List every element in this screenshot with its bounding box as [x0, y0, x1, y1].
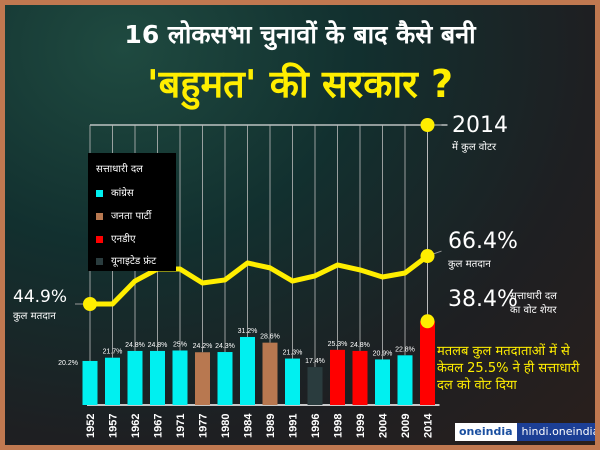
share-label-2: का वोट शेयर	[510, 305, 557, 316]
bar-1989	[262, 342, 278, 405]
legend-label: जनता पार्टी	[111, 211, 152, 222]
chart: 20.2% 1952 21.7% 1957 24.8% 1962 24.8% 1967 25% 1…	[58, 118, 448, 438]
turnout-end-value: 66.4%	[448, 229, 518, 254]
bar-2014	[420, 321, 435, 405]
bar-1957	[105, 357, 120, 405]
bar-1962	[127, 350, 143, 405]
voters-dot	[420, 118, 435, 132]
turnout-end-dot	[420, 249, 435, 264]
legend-swatch	[96, 257, 103, 265]
bar-label: 31.2%	[238, 328, 258, 335]
year-label: 1977	[198, 414, 210, 438]
legend-swatch	[96, 235, 103, 243]
legend: सत्ताधारी दल कांग्रेस जनता पार्टी एनडीए …	[88, 153, 176, 271]
bar-1999	[352, 350, 368, 405]
legend-label: यूनाइटेड फ्रंट	[111, 256, 157, 267]
bar-label: 21.7%	[103, 349, 123, 356]
turnout-line	[90, 254, 430, 307]
legend-item-nda: एनडीए	[96, 231, 136, 245]
year-label: 1971	[175, 414, 187, 438]
bar-label: 17.4%	[305, 358, 325, 365]
year-label: 1989	[265, 414, 277, 438]
turnout-start-value: 44.9%	[13, 287, 68, 307]
year-label: 1991	[288, 414, 300, 438]
share-label-1: सत्ताधारी दल	[510, 291, 557, 302]
legend-item-janata: जनता पार्टी	[96, 208, 151, 222]
bar-label: 24.3%	[215, 343, 235, 350]
year-label: 1957	[108, 414, 120, 438]
turnout-start-dot	[83, 297, 97, 311]
voters-year: 2014	[452, 113, 508, 138]
year-label: 1962	[130, 414, 142, 438]
bar-2004	[375, 359, 390, 405]
bar-label: 22.8%	[395, 346, 415, 353]
year-label: 1984	[243, 413, 255, 438]
bar-label: 28.6%	[260, 334, 280, 341]
bar-1998	[330, 349, 345, 405]
year-label: 1999	[355, 414, 367, 438]
share-dot	[420, 314, 435, 329]
bar-1984	[240, 336, 255, 405]
year-label: 1998	[333, 414, 345, 438]
legend-label: एनडीए	[111, 234, 136, 245]
bar-label: 20.2%	[58, 360, 78, 367]
bar-label: 24.8%	[350, 342, 370, 349]
logo-brand: oneindia	[455, 423, 517, 441]
bar-1967	[150, 350, 165, 405]
bar-2009	[397, 355, 413, 405]
year-label: 2009	[400, 414, 412, 438]
logo: oneindia hindi.oneindia.com	[455, 423, 595, 441]
year-label: 2014	[423, 413, 435, 438]
bar-label: 21.3%	[283, 350, 303, 357]
legend-title: सत्ताधारी दल	[96, 164, 143, 175]
year-label: 1980	[220, 414, 232, 438]
bar-1991	[285, 358, 300, 405]
legend-swatch	[96, 189, 103, 197]
turnout-start-label: कुल मतदान	[13, 311, 56, 322]
legend-label: कांग्रेस	[111, 188, 134, 199]
legend-item-united-front: यूनाइटेड फ्रंट	[96, 253, 156, 267]
year-label: 1996	[310, 414, 322, 438]
bar-label: 25.3%	[328, 341, 348, 348]
bar-label: 20.9%	[373, 350, 393, 357]
year-label: 1967	[153, 414, 165, 438]
year-label: 2004	[378, 413, 390, 438]
bar-1977	[195, 352, 210, 405]
share-value: 38.4%	[448, 287, 518, 312]
bar-label: 25%	[173, 342, 187, 349]
bar-1980	[217, 352, 233, 405]
title-line-1: 16 लोकसभा चुनावों के बाद कैसे बनी	[124, 20, 476, 49]
legend-item-congress: कांग्रेस	[96, 185, 134, 199]
bar-1971	[172, 350, 188, 405]
bar-1952	[82, 360, 98, 405]
bar-label: 24.2%	[193, 343, 213, 350]
turnout-end-label: कुल मतदान	[448, 259, 491, 270]
bar-label: 24.8%	[148, 342, 168, 349]
legend-swatch	[96, 212, 103, 220]
bar-label: 24.8%	[125, 342, 145, 349]
year-label: 1952	[85, 414, 97, 438]
title-line-2: 'बहुमत' की सरकार ?	[146, 62, 454, 106]
note-text: मतलब कुल मतदाताओं में से केवल 25.5% ने ह…	[437, 344, 580, 393]
bar-1996	[307, 367, 323, 405]
voters-label: में कुल वोटर	[452, 142, 497, 153]
logo-site: hindi.oneindia.com	[516, 423, 595, 441]
